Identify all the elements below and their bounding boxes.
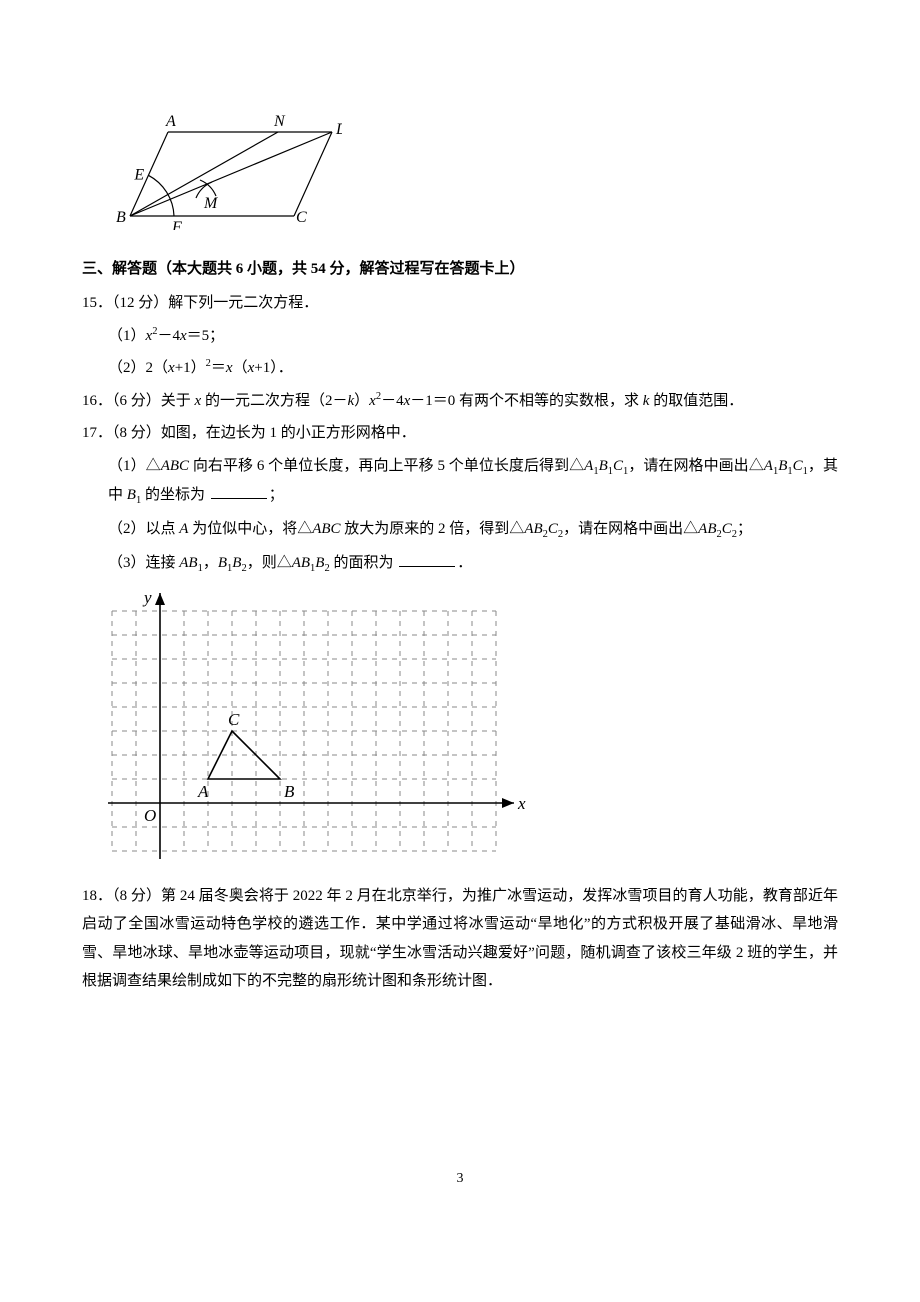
q15-stem: 15．（12 分）解下列一元二次方程． — [82, 289, 838, 318]
svg-text:A: A — [165, 113, 176, 130]
q17-p1a: （1）△ — [108, 458, 161, 474]
svg-text:y: y — [142, 588, 152, 607]
q17-p1e: 的坐标为 — [141, 487, 209, 503]
q17-part3: （3）连接 AB1，B1B2，则△AB1B2 的面积为 ． — [82, 549, 838, 579]
q15-p1-post: ＝5； — [187, 328, 225, 344]
c2: C — [722, 521, 732, 537]
q16-mid3: －4 — [381, 393, 404, 409]
var-x: x — [168, 360, 175, 376]
q18-stem: 18．（8 分）第 24 届冬奥会将于 2022 年 2 月在北京举行，为推广冰… — [82, 882, 838, 996]
q15-p2-pre: （2）2（ — [108, 360, 168, 376]
ab2c2: AB — [524, 521, 542, 537]
svg-text:N: N — [273, 113, 286, 130]
q16-mid2: ） — [354, 393, 369, 409]
q15-p2-post: +1）． — [254, 360, 292, 376]
c1: C — [793, 458, 803, 474]
svg-text:O: O — [144, 806, 156, 825]
svg-text:F: F — [171, 219, 182, 230]
q17-p3b: ， — [203, 555, 218, 571]
svg-text:x: x — [517, 794, 526, 813]
q17-p3a: （3）连接 — [108, 555, 179, 571]
b1b2: B — [218, 555, 227, 571]
q14-figure: A B C D E F M N — [112, 110, 838, 241]
var-x: x — [226, 360, 233, 376]
blank-2 — [399, 551, 455, 567]
q15-p2-mid: +1） — [175, 360, 206, 376]
var-x: x — [369, 393, 376, 409]
blank-1 — [211, 483, 267, 499]
q16-pre: 16．（6 分）关于 — [82, 393, 195, 409]
ab1: AB — [179, 555, 197, 571]
q17-part2: （2）以点 A 为位似中心，将△ABC 放大为原来的 2 倍，得到△AB2C2，… — [82, 515, 838, 545]
svg-text:E: E — [133, 166, 144, 183]
q15-p2-mid2: ＝ — [211, 360, 226, 376]
q16-stem: 16．（6 分）关于 x 的一元二次方程（2－k）x2－4x－1＝0 有两个不相… — [82, 387, 838, 416]
minus: －4 — [157, 328, 180, 344]
q14-svg: A B C D E F M N — [112, 110, 342, 230]
q17-p3c: ，则△ — [247, 555, 292, 571]
q17-p2b: 为位似中心，将△ — [188, 521, 312, 537]
page-number: 3 — [82, 1166, 838, 1193]
q16-mid1: 的一元二次方程（2－ — [201, 393, 347, 409]
b1: B — [778, 458, 787, 474]
q17-stem: 17．（8 分）如图，在边长为 1 的小正方形网格中． — [82, 419, 838, 448]
q15-part2: （2）2（x+1）2＝x（x+1）． — [82, 354, 838, 383]
svg-text:A: A — [197, 782, 209, 801]
q16-post: 的取值范围． — [649, 393, 743, 409]
section-3-title: 三、解答题（本大题共 6 小题，共 54 分，解答过程写在答题卡上） — [82, 255, 838, 284]
ab2c2b: AB — [698, 521, 716, 537]
q17-part1: （1）△ABC 向右平移 6 个单位长度，再向上平移 5 个单位长度后得到△A1… — [82, 452, 838, 512]
tri-a1b1c1: A — [584, 458, 593, 474]
c1: C — [613, 458, 623, 474]
svg-text:C: C — [296, 209, 307, 226]
ab1b2: AB — [292, 555, 310, 571]
q15-p1-pre: （1） — [108, 328, 146, 344]
q17-figure: Ox y A B C — [108, 587, 838, 876]
svg-text:M: M — [203, 195, 219, 212]
q15-part1: （1）x2－4x＝5； — [82, 322, 838, 351]
svg-text:B: B — [284, 782, 295, 801]
q17-p3d: 的面积为 — [330, 555, 398, 571]
q17-p2c: 放大为原来的 2 倍，得到△ — [341, 521, 525, 537]
c2: C — [548, 521, 558, 537]
svg-text:B: B — [116, 209, 126, 226]
b1: B — [599, 458, 608, 474]
q16-mid4: －1＝0 有两个不相等的实数根，求 — [410, 393, 643, 409]
q17-p3e: ． — [457, 555, 472, 571]
q17-p2e: ； — [737, 521, 752, 537]
tri-abc: ABC — [161, 458, 189, 474]
lparen: （ — [233, 360, 248, 376]
q17-p1b: 向右平移 6 个单位长度，再向上平移 5 个单位长度后得到△ — [189, 458, 584, 474]
svg-text:D: D — [335, 121, 342, 138]
q17-svg: Ox y A B C — [108, 587, 548, 865]
b1-alone: B — [127, 487, 136, 503]
q17-p1f: ； — [269, 487, 284, 503]
q17-p1c: ，请在网格中画出△ — [628, 458, 763, 474]
q17-p2d: ，请在网格中画出△ — [563, 521, 698, 537]
q17-p2a: （2）以点 — [108, 521, 179, 537]
svg-text:C: C — [228, 710, 240, 729]
tri-abc2: ABC — [312, 521, 340, 537]
var-x: x — [180, 328, 187, 344]
tri-a1b1c1b: A — [764, 458, 773, 474]
